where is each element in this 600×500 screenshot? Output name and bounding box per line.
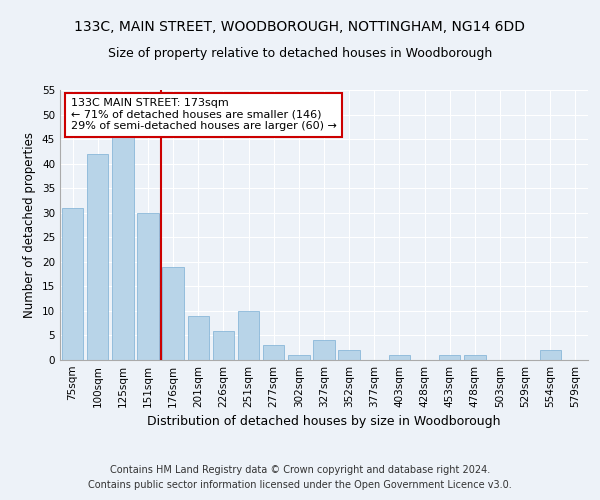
Bar xyxy=(439,355,460,360)
Bar xyxy=(238,311,259,360)
Bar xyxy=(464,355,485,360)
Bar xyxy=(389,355,410,360)
Bar xyxy=(112,134,134,360)
Bar xyxy=(188,316,209,360)
X-axis label: Distribution of detached houses by size in Woodborough: Distribution of detached houses by size … xyxy=(147,416,501,428)
Text: 133C MAIN STREET: 173sqm
← 71% of detached houses are smaller (146)
29% of semi-: 133C MAIN STREET: 173sqm ← 71% of detach… xyxy=(71,98,337,132)
Bar xyxy=(137,212,158,360)
Text: Contains HM Land Registry data © Crown copyright and database right 2024.
Contai: Contains HM Land Registry data © Crown c… xyxy=(88,465,512,490)
Bar xyxy=(87,154,109,360)
Bar xyxy=(213,330,234,360)
Bar xyxy=(313,340,335,360)
Bar xyxy=(263,346,284,360)
Bar xyxy=(62,208,83,360)
Bar xyxy=(163,266,184,360)
Bar xyxy=(338,350,360,360)
Text: 133C, MAIN STREET, WOODBOROUGH, NOTTINGHAM, NG14 6DD: 133C, MAIN STREET, WOODBOROUGH, NOTTINGH… xyxy=(74,20,526,34)
Text: Size of property relative to detached houses in Woodborough: Size of property relative to detached ho… xyxy=(108,48,492,60)
Y-axis label: Number of detached properties: Number of detached properties xyxy=(23,132,37,318)
Bar xyxy=(288,355,310,360)
Bar xyxy=(539,350,561,360)
